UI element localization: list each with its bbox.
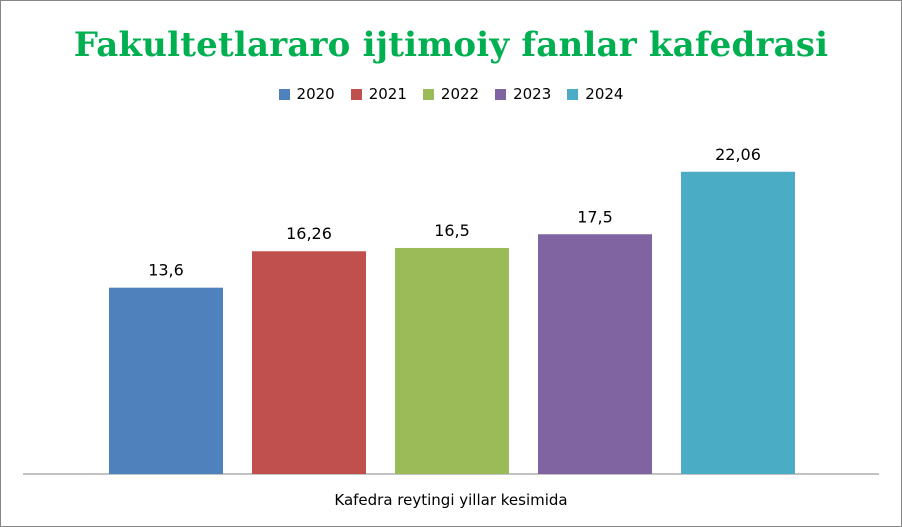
legend-item-2023: 2023 — [495, 85, 551, 103]
legend-label-2020: 2020 — [296, 85, 335, 103]
data-label-2022: 16,5 — [434, 221, 470, 240]
legend-swatch-2020 — [278, 88, 290, 100]
chart-title: Fakultetlararo ijtimoiy fanlar kafedrasi — [73, 25, 829, 65]
x-axis-label: Kafedra reytingi yillar kesimida — [334, 491, 568, 509]
legend-item-2020: 2020 — [278, 85, 335, 103]
data-label-2023: 17,5 — [577, 207, 613, 226]
legend-swatch-2023 — [495, 88, 507, 100]
legend-label-2022: 2022 — [440, 85, 480, 103]
legend: 2020 2021 2022 2023 2024 — [1, 85, 901, 103]
bar-2020 — [109, 287, 223, 474]
legend-label-2024: 2024 — [585, 85, 624, 103]
legend-swatch-2022 — [422, 88, 434, 100]
legend-item-2021: 2021 — [350, 85, 407, 103]
data-label-2021: 16,26 — [286, 224, 332, 243]
bar-2024 — [681, 171, 795, 474]
bar-2021 — [252, 251, 366, 474]
data-label-2024: 22,06 — [715, 145, 761, 164]
legend-swatch-2021 — [350, 88, 362, 100]
bar-2022 — [395, 247, 509, 474]
legend-label-2023: 2023 — [513, 85, 552, 103]
legend-item-2024: 2024 — [567, 85, 623, 103]
legend-item-2022: 2022 — [422, 85, 480, 103]
bar-2023 — [538, 234, 652, 474]
legend-swatch-2024 — [567, 88, 579, 100]
legend-label-2021: 2021 — [368, 85, 407, 103]
data-label-2020: 13,6 — [148, 261, 184, 280]
